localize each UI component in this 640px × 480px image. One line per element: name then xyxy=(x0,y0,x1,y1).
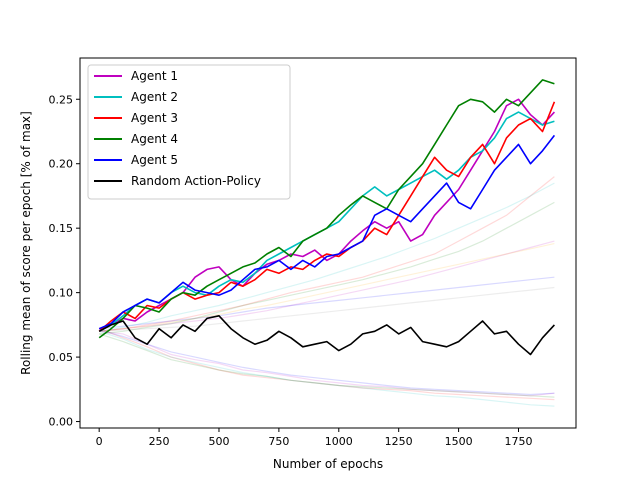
legend: Agent 1 Agent 2 Agent 3 Agent 4 Agent 5 Rando… xyxy=(87,64,291,200)
x-tick-label: 250 xyxy=(149,435,170,448)
background-runs xyxy=(98,176,555,407)
y-tick-label: 0.10 xyxy=(49,287,74,300)
x-tick-label: 1500 xyxy=(445,435,473,448)
background-run-line xyxy=(99,243,555,332)
legend-label: Agent 2 xyxy=(131,90,178,104)
series-lines xyxy=(98,79,556,356)
background-run-line xyxy=(99,240,555,332)
series-line xyxy=(98,79,555,339)
plot-frame xyxy=(79,57,577,429)
background-run-line xyxy=(99,276,555,330)
y-tick-label: 0.05 xyxy=(49,351,74,364)
x-tick-label: 750 xyxy=(268,435,289,448)
x-axis-label: Number of epochs xyxy=(273,457,383,471)
x-tick-label: 1750 xyxy=(504,435,532,448)
background-run-line xyxy=(99,176,555,332)
x-tick-label: 500 xyxy=(208,435,229,448)
legend-label: Agent 5 xyxy=(131,153,178,167)
y-tick-label: 0.00 xyxy=(49,416,74,429)
background-run-line xyxy=(99,330,555,397)
y-axis-ticks: 0.00 0.05 0.10 0.15 0.20 0.25 xyxy=(49,93,80,429)
x-tick-label: 0 xyxy=(96,435,103,448)
legend-box xyxy=(87,64,291,200)
background-run-line xyxy=(99,333,555,398)
y-tick-label: 0.20 xyxy=(49,158,74,171)
y-axis-label: Rolling mean of score per epoch [% of ma… xyxy=(19,111,33,375)
background-run-line xyxy=(99,201,555,335)
background-run-line xyxy=(98,328,555,401)
y-tick-label: 0.25 xyxy=(49,93,74,106)
background-run-line xyxy=(99,286,555,332)
background-run-line xyxy=(99,182,555,332)
y-tick-label: 0.15 xyxy=(49,222,74,235)
legend-label: Random Action-Policy xyxy=(131,174,261,188)
background-run-line xyxy=(99,330,555,407)
series-line xyxy=(98,134,556,330)
legend-label: Agent 4 xyxy=(131,132,178,146)
legend-label: Agent 1 xyxy=(131,69,178,83)
legend-label: Agent 3 xyxy=(131,111,178,125)
x-axis-ticks: 0 250 500 750 1000 1250 1500 1750 xyxy=(96,428,532,448)
x-tick-label: 1000 xyxy=(325,435,353,448)
x-tick-label: 1250 xyxy=(385,435,413,448)
background-run-line xyxy=(99,329,555,396)
series-line xyxy=(98,315,555,356)
